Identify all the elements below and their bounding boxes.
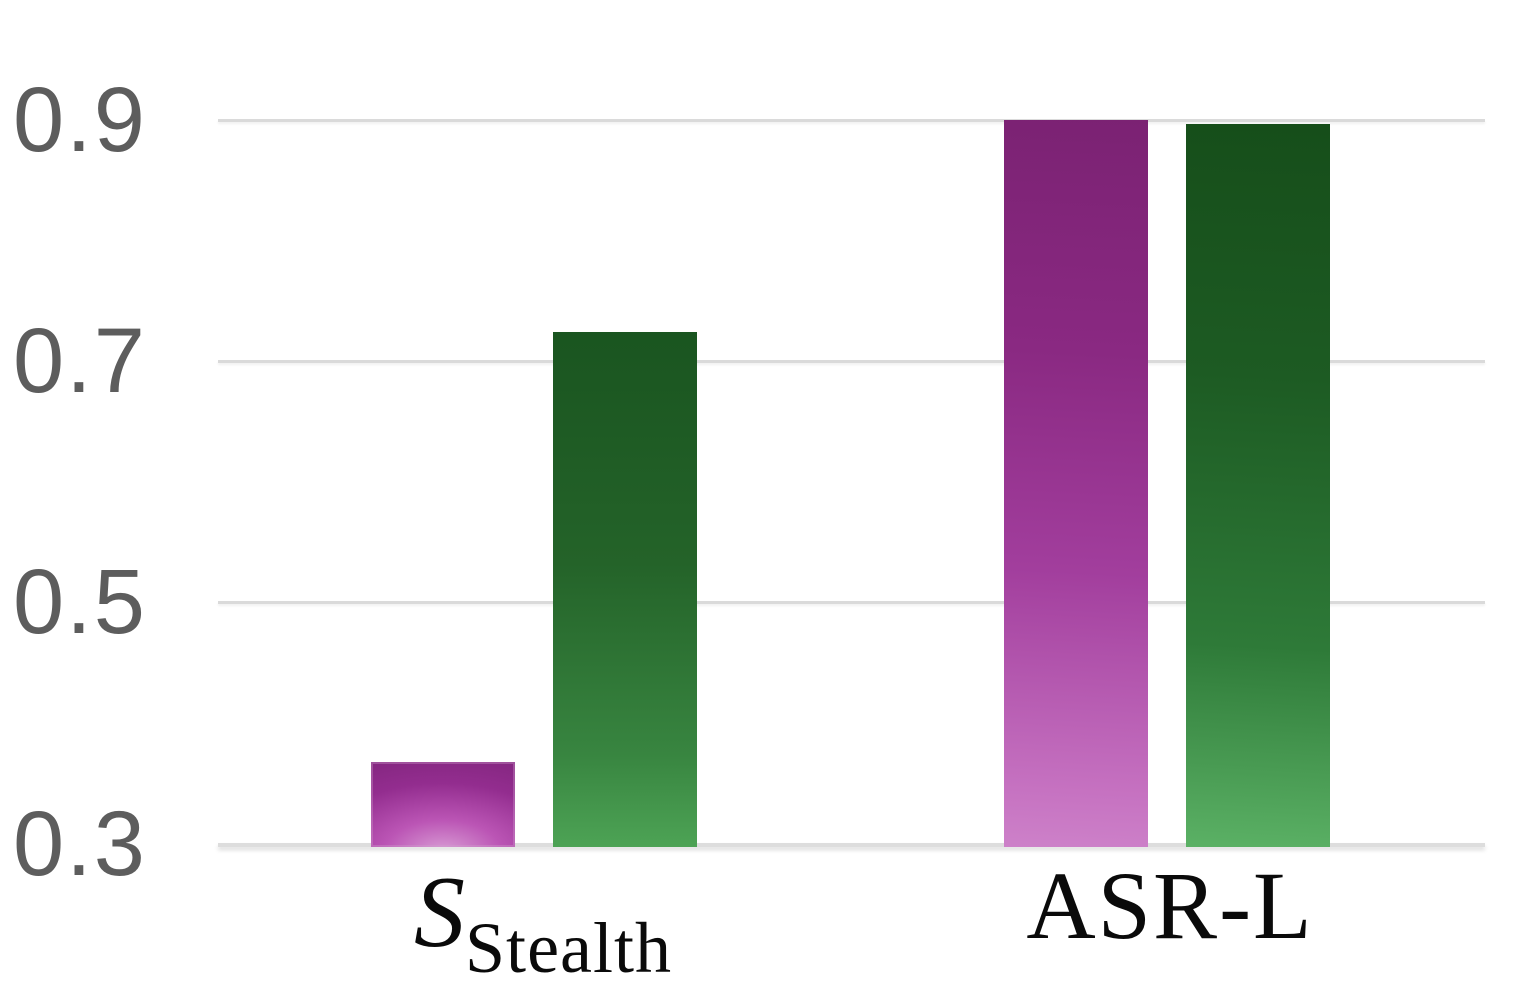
x-label-asrl-text: ASR-L [1026,852,1314,959]
y-tick-label-0.9: 0.9 [13,68,147,171]
bar-sstealth-green [553,332,697,847]
gridline-0.7 [218,359,1485,363]
x-axis-baseline [218,842,1485,847]
y-tick-label-0.5: 0.5 [13,551,147,654]
x-axis-label-asr-l: ASR-L [1026,858,1313,954]
y-tick-label-0.3: 0.3 [13,792,147,895]
x-label-sstealth-subscript: Stealth [465,908,672,988]
y-tick-label-0.7: 0.7 [13,309,147,412]
bar-sstealth-magenta [371,761,515,847]
gridline-0.5 [218,601,1485,605]
x-axis-label-sstealth: SStealth [414,862,672,985]
gridline-0.9 [218,118,1485,122]
bar-asr-l-magenta [1004,120,1148,847]
x-label-sstealth-main: S [414,856,466,969]
bar-asr-l-green [1186,123,1330,847]
